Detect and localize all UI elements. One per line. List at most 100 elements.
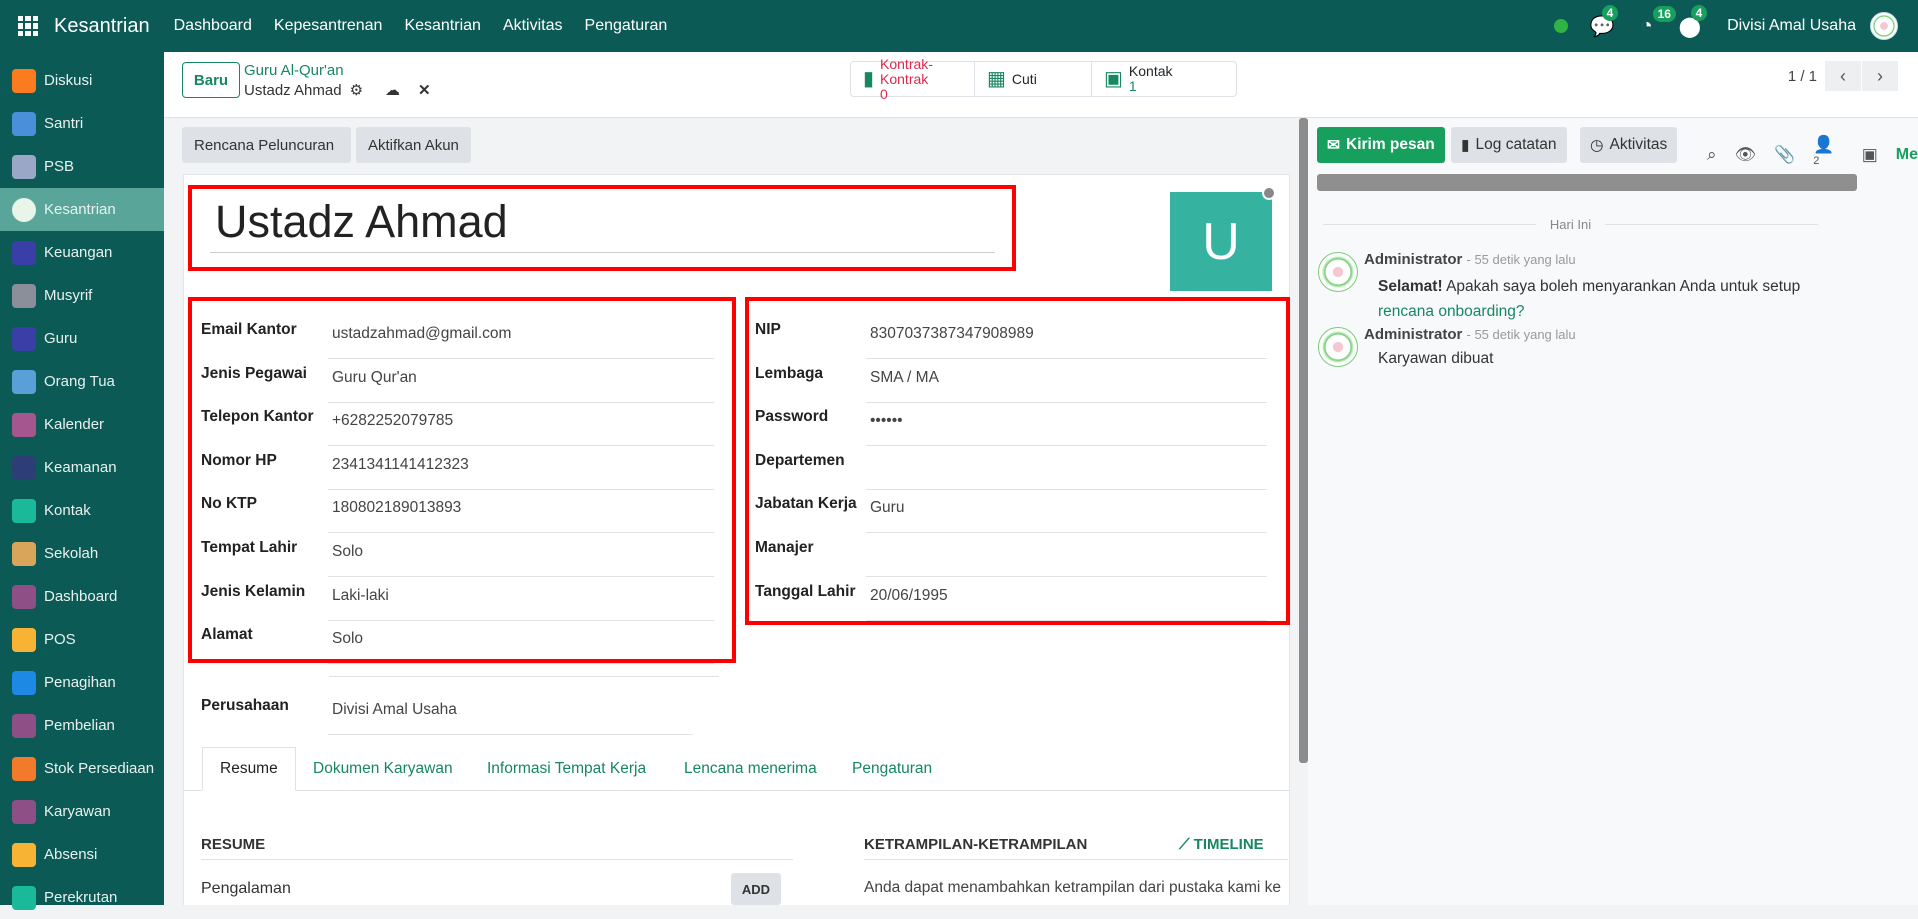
sidebar-item-diskusi[interactable]: Diskusi [0,59,164,102]
author-avatar[interactable] [1318,327,1358,367]
guru-app-icon [12,326,36,351]
field-perusahaan: Perusahaan Divisi Amal Usaha [201,695,721,738]
field-input[interactable]: Solo [328,543,714,577]
paperclip-icon[interactable]: 📎 [1774,145,1796,165]
menu-dashboard[interactable]: Dashboard [173,17,252,34]
tab-pengaturan[interactable]: Pengaturan [852,760,933,777]
keuangan-app-icon [12,240,36,265]
field-tanggal-lahir: Tanggal Lahir 20/06/1995 [755,581,1295,624]
sidebar-item-pembelian[interactable]: Pembelian [0,704,164,747]
eye-icon[interactable]: 👁 [1734,145,1757,165]
followers-icon[interactable]: 👤2 [1813,135,1835,167]
next-record-button[interactable]: › [1862,61,1898,91]
field-input[interactable]: Guru Qur'an [328,369,714,403]
menu-kepesantrenan[interactable]: Kepesantrenan [273,17,383,34]
new-button[interactable]: Baru [182,62,240,98]
sidebar-item-kesantrian[interactable]: Kesantrian [0,188,164,231]
field-input[interactable]: 8307037387347908989 [866,325,1267,359]
sidebar-item-keuangan[interactable]: Keuangan [0,231,164,274]
tab-resume[interactable]: Resume [202,747,296,791]
sidebar-item-absensi[interactable]: Absensi [0,833,164,876]
kesantrian-app-icon [12,197,36,222]
field-input[interactable]: 2341341141412323 [328,456,714,490]
message-author[interactable]: Administrator [1364,326,1463,343]
employee-name[interactable]: Ustadz Ahmad [215,196,508,247]
discard-icon[interactable]: ✕ [418,82,431,99]
sidebar-item-kalender[interactable]: Kalender [0,403,164,446]
more-menu[interactable]: Me [1895,146,1918,164]
user-avatar[interactable] [1870,12,1898,40]
field-input[interactable]: Laki-laki [328,587,714,621]
activities-icon[interactable]: ◔ 16 [1641,5,1676,38]
breadcrumb-parent[interactable]: Guru Al-Qur'an [244,62,344,79]
activities-button[interactable]: ◷ Aktivitas [1580,127,1678,163]
chatter-scrollbar[interactable] [1317,174,1857,191]
sidebar-item-keamanan[interactable]: Keamanan [0,446,164,489]
sidebar-item-stok-persediaan[interactable]: Stok Persediaan [0,747,164,790]
sidebar-item-penagihan[interactable]: Penagihan [0,661,164,704]
sidebar-item-karyawan[interactable]: Karyawan [0,790,164,833]
tab-dokumen-karyawan[interactable]: Dokumen Karyawan [313,760,453,777]
pager-value[interactable]: 1 / 1 [1787,67,1817,85]
apps-menu-icon[interactable] [18,16,38,36]
sidebar-item-perekrutan[interactable]: Perekrutan [0,876,164,919]
send-message-button[interactable]: ✉ Kirim pesan [1317,127,1445,163]
employee-avatar[interactable]: U [1170,192,1272,291]
perekrutan-app-icon [12,885,36,910]
onboarding-link[interactable]: rencana onboarding? [1378,303,1525,320]
message-author[interactable]: Administrator [1364,251,1463,268]
sidebar-item-kontak[interactable]: Kontak [0,489,164,532]
sidebar-item-label: Perekrutan [44,889,118,906]
kontak-app-icon [12,498,36,523]
log-note-button[interactable]: ▮ Log catatan [1451,127,1567,163]
gear-icon[interactable]: ⚙ [349,82,364,99]
field-input[interactable]: Guru [866,499,1267,534]
messages-icon[interactable]: 💬 4 [1590,4,1619,39]
activate-account-button[interactable]: Aktifkan Akun [356,127,471,163]
company-input[interactable]: Divisi Amal Usaha [328,701,693,735]
form-scrollbar[interactable] [1299,118,1308,763]
camera-icon[interactable]: ▣ [1861,145,1878,165]
sidebar-item-santri[interactable]: Santri [0,102,164,145]
field-jenis-pegawai: Jenis Pegawai Guru Qur'an [201,363,741,406]
menu-aktivitas[interactable]: Aktivitas [502,17,563,34]
user-company[interactable]: Divisi Amal Usaha [1727,17,1856,34]
contact-button[interactable]: ▣ Kontak 1 [1092,62,1236,96]
field-input[interactable]: +6282252079785 [328,412,714,447]
payment-icon[interactable]: ⬤ 4 [1679,4,1708,39]
onboarding-plan-button[interactable]: Rencana Peluncuran [182,127,351,163]
skills-hint: Anda dapat menambahkan ketrampilan dari … [864,879,1282,896]
sidebar-item-pos[interactable]: POS [0,618,164,661]
field-input[interactable]: Solo [328,630,714,665]
field-input[interactable]: ustadzahmad@gmail.com [328,325,714,359]
sidebar-item-dashboard[interactable]: Dashboard [0,575,164,618]
search-icon[interactable]: ⌕ [1707,145,1717,165]
sidebar-item-label: Kesantrian [44,201,116,218]
field-input[interactable]: SMA / MA [866,369,1267,403]
sidebar-item-orang-tua[interactable]: Orang Tua [0,360,164,403]
leave-button[interactable]: ▦ Cuti [975,62,1092,96]
sidebar-item-musyrif[interactable]: Musyrif [0,274,164,317]
app-brand[interactable]: Kesantrian [54,14,150,37]
cloud-save-icon[interactable]: ☁ [385,82,401,99]
pos-app-icon [12,627,36,652]
orang-tua-app-icon [12,369,36,394]
sidebar-item-psb[interactable]: PSB [0,145,164,188]
sidebar-item-sekolah[interactable]: Sekolah [0,532,164,575]
field-input[interactable]: 20/06/1995 [866,587,1267,621]
field-input[interactable]: 180802189013893 [328,499,714,534]
contracts-button[interactable]: ▮ Kontrak-Kontrak 0 [851,56,975,101]
timeline-button[interactable]: ⟋ TIMELINE [1179,836,1264,853]
menu-pengaturan[interactable]: Pengaturan [584,17,668,34]
sidebar-item-guru[interactable]: Guru [0,317,164,360]
add-experience-button[interactable]: ADD [731,873,781,905]
author-avatar[interactable] [1318,252,1358,292]
field-input[interactable]: •••••• [866,412,1267,447]
menu-kesantrian[interactable]: Kesantrian [404,17,481,34]
tab-informasi-tempat-kerja[interactable]: Informasi Tempat Kerja [487,760,647,777]
tab-lencana-menerima[interactable]: Lencana menerima [684,760,817,777]
field-input[interactable] [866,456,1267,490]
field-no-ktp: No KTP 180802189013893 [201,493,741,536]
prev-record-button[interactable]: ‹ [1825,61,1861,91]
field-input[interactable] [866,543,1267,577]
